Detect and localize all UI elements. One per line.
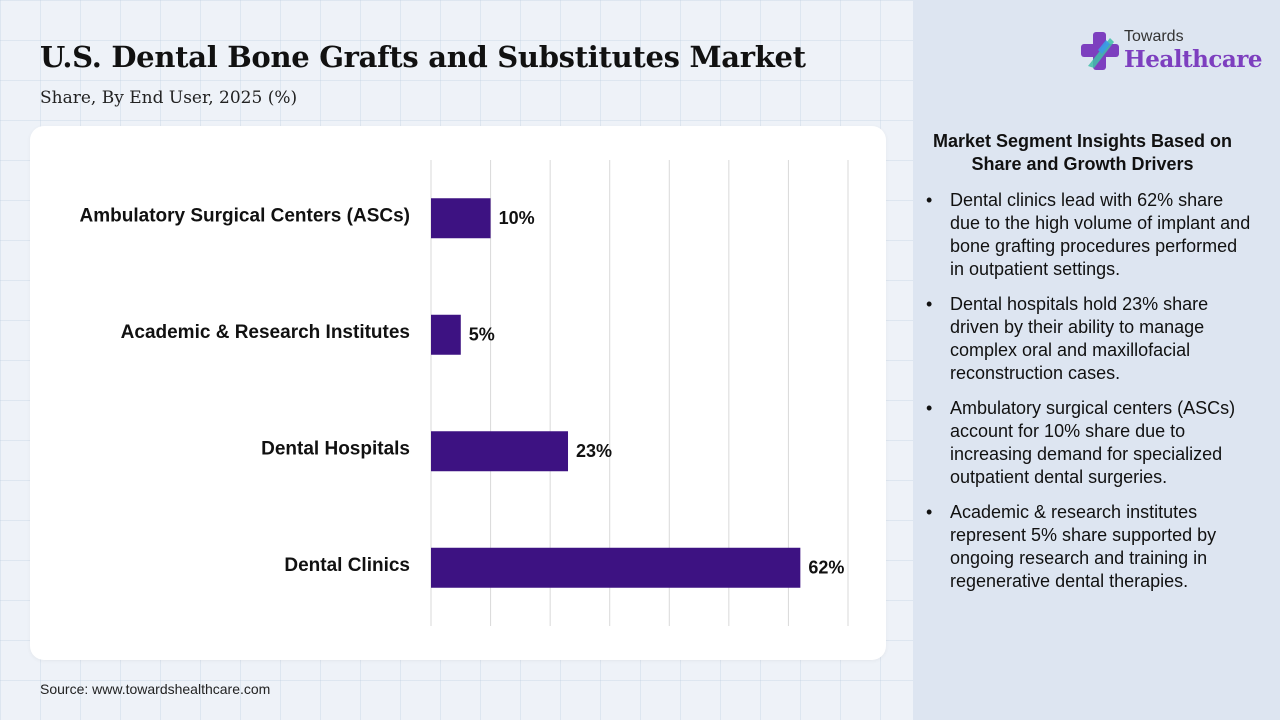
cross-icon (1081, 32, 1119, 70)
insight-item: Ambulatory surgical centers (ASCs) accou… (924, 397, 1254, 489)
brand-logo: Towards Healthcare (1080, 28, 1263, 78)
source-note: Source: www.towardshealthcare.com (40, 681, 271, 697)
insight-item: Academic & research institutes represent… (924, 501, 1254, 593)
category-label: Academic & Research Institutes (121, 322, 410, 343)
category-label: Dental Hospitals (261, 438, 410, 459)
category-label: Dental Clinics (284, 555, 410, 576)
chart-subtitle: Share, By End User, 2025 (%) (40, 88, 298, 108)
data-label: 10% (499, 208, 535, 228)
bar (431, 314, 461, 355)
data-label: 23% (576, 441, 612, 461)
insights-list: Dental clinics lead with 62% share due t… (924, 189, 1254, 605)
logo-text-healthcare: Healthcare (1124, 46, 1263, 73)
data-label: 62% (808, 558, 844, 578)
bar (431, 431, 569, 472)
chart-card: Ambulatory Surgical Centers (ASCs) 10% Aca… (30, 126, 886, 660)
insight-item: Dental hospitals hold 23% share driven b… (924, 293, 1254, 385)
category-label: Ambulatory Surgical Centers (ASCs) (80, 205, 410, 226)
data-label: 5% (469, 325, 495, 345)
insights-heading: Market Segment Insights Based on Share a… (932, 131, 1233, 174)
bar (431, 547, 801, 588)
bar (431, 198, 491, 239)
insight-item: Dental clinics lead with 62% share due t… (924, 189, 1254, 281)
chart-title: U.S. Dental Bone Grafts and Substitutes … (40, 40, 806, 74)
logo-text-towards: Towards (1124, 28, 1184, 45)
bar-chart: Ambulatory Surgical Centers (ASCs) 10% Aca… (80, 160, 849, 626)
